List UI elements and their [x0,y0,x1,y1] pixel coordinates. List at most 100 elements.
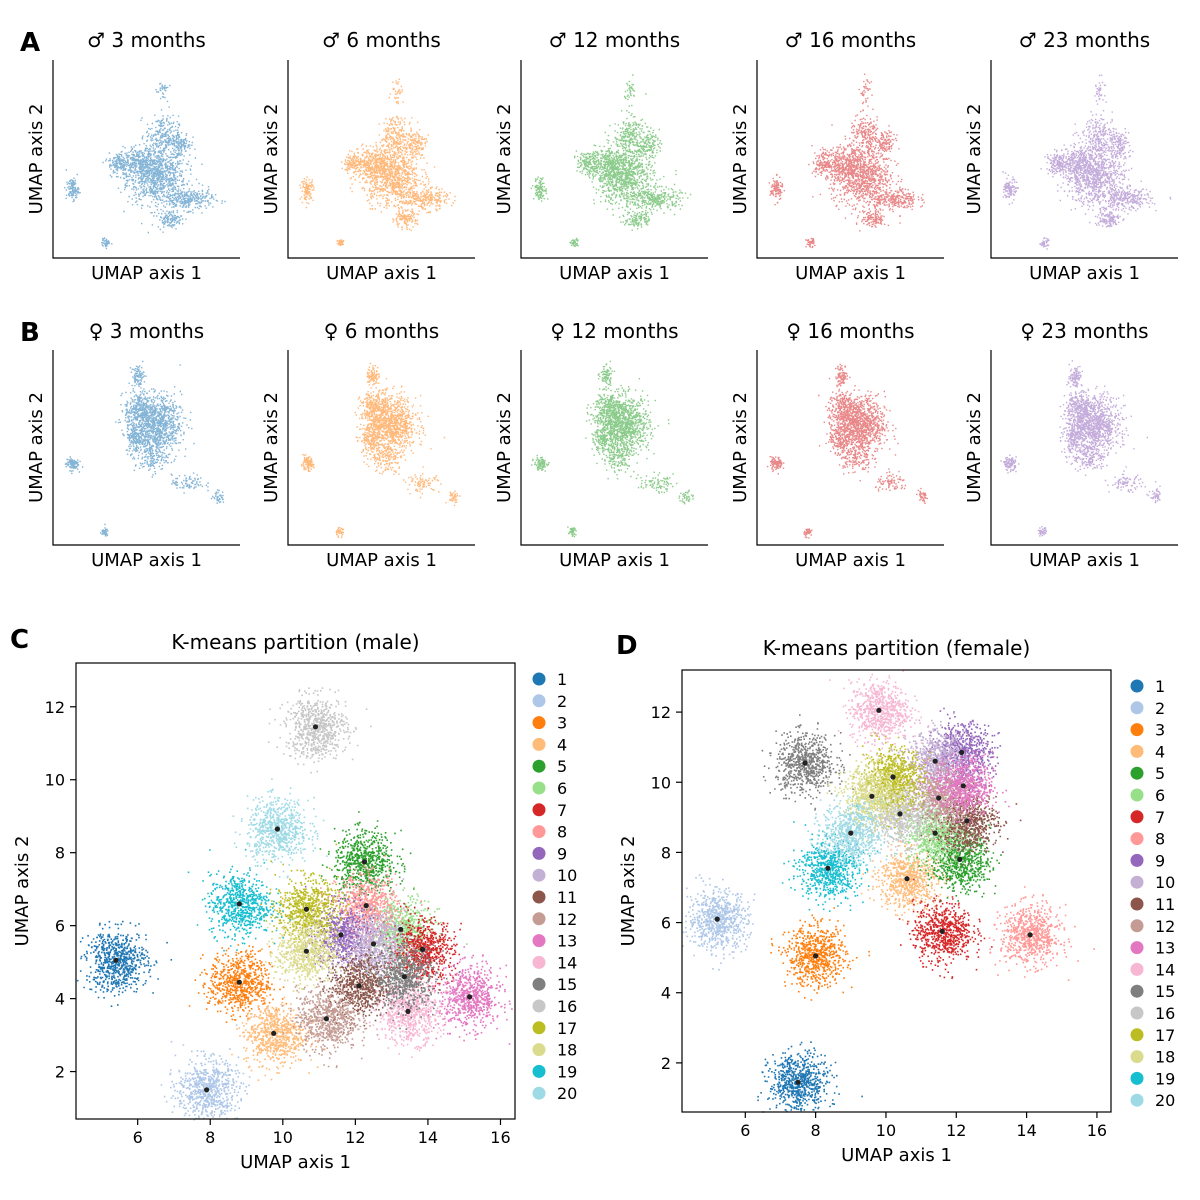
panel-letter-a: A [20,28,40,58]
centroid-15 [802,760,808,766]
panel-letter-b: B [20,318,40,348]
umap-points [530,74,692,247]
legend-label-17: 17 [557,1019,577,1038]
centroid-2 [204,1087,210,1093]
cluster-cloud-1 [76,920,173,1007]
legend-marker-12 [1130,919,1144,933]
centroid-17 [890,774,896,780]
legend-marker-11 [532,890,546,904]
x-tick-label: 14 [418,1128,438,1147]
centroid-8 [363,903,369,909]
centroid-20 [848,830,854,836]
centroid-10 [932,758,938,764]
legend-label-2: 2 [557,692,567,711]
legend-label-18: 18 [557,1041,577,1060]
centroid-18 [303,948,309,954]
x-axis-label: UMAP axis 1 [841,1145,952,1166]
centroid-4 [271,1030,277,1036]
centroid-9 [338,932,344,938]
cluster-cloud-15 [761,714,854,811]
centroid-13 [467,994,473,1000]
legend-marker-17 [532,1021,546,1035]
legend-marker-7 [1130,810,1144,824]
centroid-15 [401,974,407,980]
axis-spines [52,350,240,546]
cluster-cloud-16 [267,687,372,774]
x-axis-label: UMAP axis 1 [795,263,906,284]
cluster-cloud-20 [232,778,328,879]
cluster-cloud-19 [187,848,292,952]
cluster-cloud-2 [160,1024,251,1121]
cluster-cloud-6 [358,886,468,978]
umap-point-cloud [768,73,925,249]
y-tick-label: 4 [661,984,671,1003]
umap-panel-male-3: ♂ 12 months UMAP axis 1 UMAP axis 2 [494,28,708,284]
umap-point-cloud [1002,74,1172,250]
x-axis-label: UMAP axis 1 [795,550,906,571]
y-tick-label: 2 [55,1063,65,1082]
y-axis-label: UMAP axis 2 [494,104,515,215]
cluster-cloud-19 [781,805,879,912]
y-tick-label: 8 [55,844,65,863]
cluster-cloud-12 [281,963,379,1069]
y-tick-label: 6 [661,914,671,933]
x-tick-label: 12 [946,1121,966,1140]
y-tick-label: 2 [661,1054,671,1073]
centroid-9 [959,749,965,756]
centroid-13 [960,783,966,789]
centroid-19 [236,901,242,907]
umap-panel-male-1: ♂ 3 months UMAP axis 1 UMAP axis 2 [26,28,240,284]
legend-marker-12 [532,912,546,926]
x-axis-label: UMAP axis 1 [559,550,670,571]
umap-panel-female-3: ♀ 12 months UMAP axis 1 UMAP axis 2 [494,319,708,571]
x-axis-label: UMAP axis 1 [559,263,670,284]
legend-label-8: 8 [557,823,567,842]
legend-label-5: 5 [557,757,567,776]
panel-title: ♂ 6 months [322,28,441,52]
legend-marker-5 [532,759,546,773]
legend-label-12: 12 [1155,917,1175,936]
centroid-16 [897,811,903,817]
centroid-3 [236,979,242,985]
centroid-6 [398,926,404,932]
panel-title: ♀ 6 months [324,319,439,343]
cluster-cloud-2 [682,874,756,971]
legend-label-1: 1 [1155,677,1165,696]
chart-title: K-means partition (male) [171,630,419,654]
legend-label-7: 7 [1155,808,1165,827]
axis-spines [287,60,475,259]
cluster-clouds [682,670,1095,1114]
centroid-3 [813,953,819,959]
centroid-17 [303,906,309,912]
legend-marker-20 [1130,1093,1144,1107]
x-axis-label: UMAP axis 1 [326,263,437,284]
axis-spines [520,350,708,546]
axis-spines [520,60,708,259]
umap-points [1000,360,1161,537]
y-axis-label: UMAP axis 2 [12,836,33,947]
legend-label-15: 15 [1155,982,1175,1001]
legend-marker-7 [532,803,546,817]
y-axis-label: UMAP axis 2 [618,836,639,947]
x-axis-label: UMAP axis 1 [91,263,202,284]
x-tick-label: 10 [273,1128,293,1147]
legend-label-16: 16 [1155,1004,1175,1023]
legend-marker-9 [532,846,546,860]
centroids [113,724,473,1093]
cluster-cloud-5 [319,811,415,912]
panel-title: ♀ 16 months [786,319,914,343]
umap-panel-female-2: ♀ 6 months UMAP axis 1 UMAP axis 2 [261,319,475,571]
x-axis-label: UMAP axis 1 [1029,550,1140,571]
legend-label-14: 14 [1155,960,1175,979]
centroid-11 [356,983,362,989]
centroid-16 [312,724,319,730]
centroid-4 [904,876,910,882]
legend-marker-15 [532,977,546,991]
x-tick-label: 12 [345,1128,365,1147]
axis-spines [756,60,944,259]
cluster-cloud-4 [222,978,326,1081]
